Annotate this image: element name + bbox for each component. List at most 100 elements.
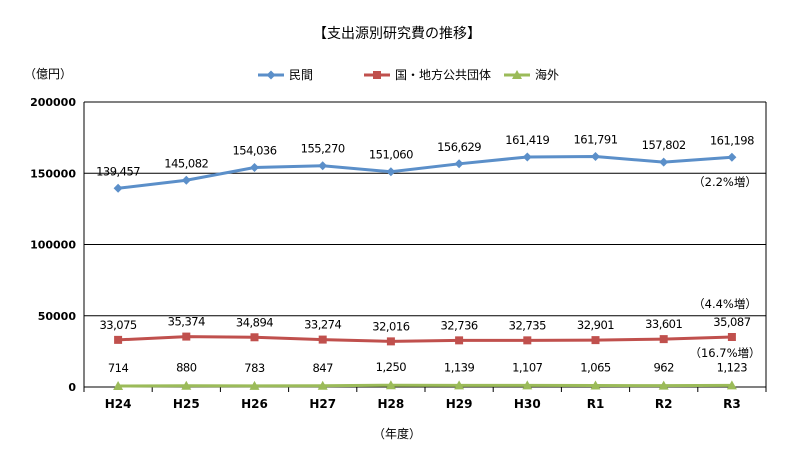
data-point [249,380,260,390]
y-tick-label: 0 [68,381,76,394]
x-tick-label: R3 [723,397,741,411]
data-point [250,333,259,342]
growth-annotation: （4.4%増） [693,297,757,311]
y-tick-label: 100000 [30,239,76,252]
data-label: 32,736 [440,318,477,332]
data-point [181,175,191,185]
data-label: 161,791 [573,132,617,146]
data-label: 1,107 [512,360,543,374]
data-point [386,167,396,177]
data-point [727,333,736,342]
legend-label: 民間 [289,68,313,82]
data-point [318,335,327,344]
data-point [659,335,668,344]
data-label: 962 [653,361,674,375]
data-label: 1,250 [376,360,407,374]
data-point [181,380,192,390]
data-label: 1,139 [444,360,475,374]
data-point [182,332,191,341]
data-point [250,162,259,172]
data-point [318,161,328,171]
x-tick-label: H26 [241,397,268,411]
series-1: 139,457 145,082 154,036 155,270 151,060 156,6… [96,132,755,193]
data-label: 783 [244,361,265,375]
growth-annotation: （16.7%増） [689,346,760,360]
data-label: 33,075 [99,318,136,332]
data-point [113,183,123,193]
data-label: 32,016 [372,319,409,333]
data-label: 156,629 [437,140,481,154]
data-label: 32,735 [509,318,546,332]
x-tick-label: H30 [514,397,541,411]
data-point [522,152,532,162]
data-label: 33,601 [645,317,682,331]
data-label: 145,082 [164,156,208,170]
data-point [591,151,600,161]
data-label: 151,060 [369,148,413,162]
y-axis-label: （億円） [24,67,72,81]
data-point [266,70,276,80]
annotations: （2.2%増） （4.4%増） （16.7%増） [689,175,760,360]
data-point [455,336,464,345]
legend-label: 海外 [535,67,559,82]
data-label: 35,087 [713,315,750,329]
series-line [118,383,732,388]
legend-item: 国・地方公共団体 [364,67,491,82]
data-point [522,380,533,390]
legend-item: 海外 [504,67,559,82]
data-point [659,157,669,167]
data-point [726,380,737,390]
legend-item: 民間 [258,68,313,82]
data-label: 1,123 [717,360,748,374]
series-line [117,154,733,190]
data-label: 154,036 [232,143,276,157]
x-tick-label: R1 [587,397,605,411]
data-label: 35,374 [168,315,205,329]
data-point [454,380,465,390]
y-tick-label: 150000 [30,167,76,180]
x-tick-label: H27 [309,397,336,411]
legend: 民間 国・地方公共団体 海外 [258,67,559,82]
chart-title: 【支出源別研究費の推移】 [313,26,481,42]
data-point [454,159,464,169]
data-label: 32,901 [577,318,614,332]
data-label: 155,270 [301,142,345,156]
x-tick-label: H24 [105,397,132,411]
y-tick-labels: 200000 150000 100000 50000 0 [30,96,76,394]
data-point [523,336,532,345]
data-label: 714 [108,361,129,375]
data-point [590,380,601,390]
data-point [113,380,124,390]
data-point [385,380,396,390]
x-tick-labels: H24 H25 H26 H27 H28 H29 H30 R1 R2 R3 [105,397,741,411]
x-tick-label: R2 [655,397,673,411]
data-label: 139,457 [96,164,140,178]
x-tick-label: H28 [378,397,405,411]
series-3: 714 880 783 847 1,250 1,139 1,107 1,065 962 1,123 [108,360,748,390]
x-tick-label: H29 [446,397,473,411]
data-point [373,71,381,79]
y-tick-label: 200000 [30,96,76,109]
data-label: 33,274 [304,318,341,332]
series-layer: 139,457 145,082 154,036 155,270 151,060 156,6… [96,132,755,390]
data-point [727,152,737,162]
data-point [591,336,600,345]
data-label: 161,198 [710,133,754,147]
legend-label: 国・地方公共団体 [395,67,491,82]
data-point [658,380,669,390]
data-label: 1,065 [580,360,611,374]
data-point [386,337,395,346]
data-point [512,70,522,79]
growth-annotation: （2.2%増） [693,175,757,189]
data-label: 157,802 [642,138,686,152]
x-axis-label: （年度） [373,426,421,441]
y-tick-label: 50000 [38,310,77,323]
x-tick-label: H25 [173,397,200,411]
series-2: 33,075 35,374 34,894 33,274 32,016 32,736 32,7… [99,315,751,346]
data-label: 34,894 [236,315,273,329]
data-label: 880 [176,361,197,375]
data-label: 161,419 [505,133,549,147]
data-point [317,380,328,390]
series-line [118,335,732,343]
